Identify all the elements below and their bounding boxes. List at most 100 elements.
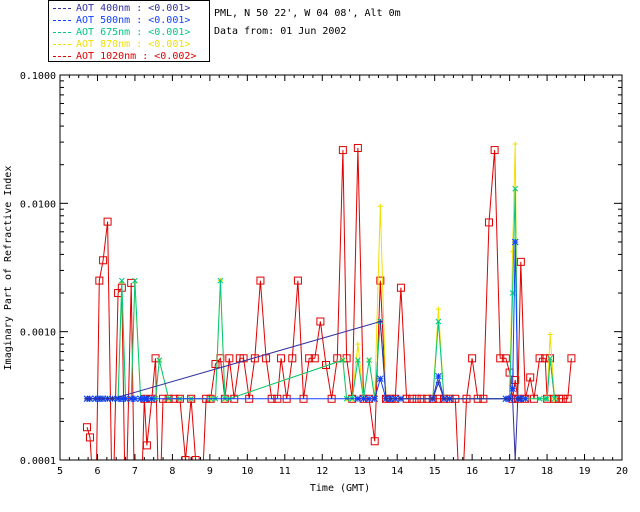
legend-swatch <box>53 19 71 21</box>
legend-swatch <box>53 7 71 9</box>
x-tick-label: 13 <box>354 466 366 477</box>
data-point <box>95 276 104 285</box>
y-axis-label: Imaginary Part of Refractive Index <box>3 166 14 371</box>
axis-ticks: 5 6 7 8 9 10 11 12 13 14 15 16 17 18 19 20 0.0001 0.0010 0… <box>20 71 628 477</box>
data-point <box>490 146 499 155</box>
data-point <box>468 354 477 363</box>
x-tick-label: 12 <box>316 466 328 477</box>
data-point <box>512 185 519 192</box>
data-point <box>360 395 367 403</box>
data-point <box>435 318 442 325</box>
series-line <box>87 241 526 400</box>
data-point <box>181 456 190 460</box>
data-point <box>567 354 576 363</box>
data-point <box>551 395 558 402</box>
x-tick-label: 5 <box>57 466 63 477</box>
data-point <box>435 380 441 386</box>
data-point <box>277 354 286 363</box>
data-point <box>510 396 516 402</box>
data-point <box>435 306 441 312</box>
data-point <box>509 385 516 392</box>
data-point <box>371 395 379 403</box>
data-point <box>293 276 302 285</box>
data-point <box>225 354 234 363</box>
x-axis-label: Time (GMT) <box>310 483 370 494</box>
x-tick-label: 16 <box>466 466 478 477</box>
data-point <box>109 396 115 402</box>
data-point <box>484 218 493 227</box>
legend-item-1020nm: AOT 1020nm : <0.002> <box>53 51 196 63</box>
data-point <box>535 354 544 363</box>
data-point <box>211 359 220 368</box>
data-point <box>118 277 125 284</box>
data-point <box>542 395 549 402</box>
x-tick-label: 7 <box>132 466 138 477</box>
x-tick-label: 9 <box>207 466 213 477</box>
legend-swatch <box>53 43 71 45</box>
series-line <box>86 147 572 460</box>
data-point <box>547 355 553 362</box>
series-aot-400nm <box>84 319 524 460</box>
data-point <box>338 146 347 155</box>
legend-item-675nm: AOT 675nm : <0.001> <box>53 27 190 39</box>
legend-label: AOT 870nm : <0.001> <box>76 39 191 50</box>
x-tick-label: 20 <box>616 466 628 477</box>
x-tick-label: 15 <box>429 466 441 477</box>
data-point <box>512 141 518 147</box>
data-point <box>521 395 529 403</box>
x-tick-label: 8 <box>169 466 175 477</box>
data-point <box>99 256 108 265</box>
legend-label: AOT 1020nm : <0.002> <box>76 51 197 62</box>
data-point <box>377 319 383 325</box>
data-point <box>114 395 122 403</box>
data-point <box>544 395 550 402</box>
data-point <box>370 437 379 446</box>
data-point <box>191 456 200 460</box>
data-point <box>122 395 129 403</box>
data-point <box>137 395 144 403</box>
data-point <box>516 257 525 266</box>
x-tick-label: 6 <box>94 466 100 477</box>
data-point <box>387 396 393 402</box>
data-point <box>131 395 139 403</box>
y-tick-label: 0.0001 <box>20 456 56 467</box>
data-point <box>156 357 163 363</box>
data-point <box>496 354 505 363</box>
data-point <box>87 396 93 402</box>
legend-item-500nm: AOT 500nm : <0.001> <box>53 15 190 27</box>
data-point <box>132 277 138 284</box>
data-point <box>377 203 383 209</box>
data-point <box>558 394 567 403</box>
data-point <box>511 238 519 246</box>
data-point <box>526 373 535 382</box>
data-point <box>148 395 156 403</box>
data-point <box>143 395 151 403</box>
data-point <box>376 276 385 285</box>
data-point <box>355 341 361 347</box>
x-tick-label: 19 <box>579 466 591 477</box>
plot-area <box>82 141 576 460</box>
data-point <box>366 357 372 363</box>
legend-swatch <box>53 31 71 33</box>
data-point <box>430 396 436 402</box>
data-point <box>118 395 126 403</box>
legend-label: AOT 400nm : <0.001> <box>76 3 191 14</box>
x-tick-label: 14 <box>391 466 403 477</box>
plot-lines <box>82 141 576 460</box>
data-point <box>510 249 516 255</box>
data-point <box>217 277 224 284</box>
data-point <box>340 357 346 363</box>
data-point <box>563 394 572 403</box>
data-point <box>82 423 91 432</box>
site-info: PML, N 50 22', W 04 08', Alt 0m <box>214 8 401 19</box>
data-point <box>355 357 361 363</box>
x-tick-label: 18 <box>541 466 553 477</box>
data-point <box>100 396 106 402</box>
data-point <box>316 317 325 326</box>
data-point <box>103 217 112 226</box>
legend-label: AOT 500nm : <0.001> <box>76 15 191 26</box>
series-line <box>87 188 556 400</box>
data-point <box>85 433 94 442</box>
data-point <box>441 396 447 402</box>
